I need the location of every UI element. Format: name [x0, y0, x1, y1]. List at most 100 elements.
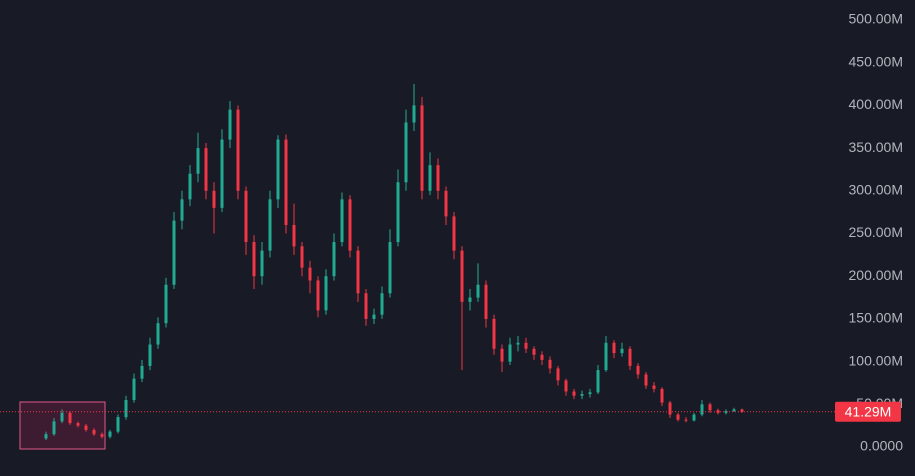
candle-body [652, 385, 656, 389]
candle-body [668, 402, 672, 415]
candle-body [492, 318, 496, 349]
candle-body [276, 139, 280, 200]
candle-body [324, 276, 328, 311]
y-tick-label: 200.00M [849, 267, 903, 283]
candle-body [380, 293, 384, 315]
candle-body [196, 148, 200, 174]
y-tick-label: 100.00M [849, 352, 903, 368]
candle-body [68, 412, 72, 424]
candle-body [476, 284, 480, 298]
candle-body [92, 429, 96, 435]
candle-body [300, 246, 304, 268]
candle-body [628, 348, 632, 366]
candle-body [348, 199, 352, 251]
candle-body [532, 348, 536, 355]
candle-body [260, 250, 264, 277]
candle-body [172, 220, 176, 285]
candle-body [588, 392, 592, 395]
candle-body [420, 105, 424, 191]
candle-body [292, 224, 296, 247]
candle-body [444, 190, 448, 217]
candle-body [340, 199, 344, 243]
candle-body [316, 280, 320, 311]
candle-body [372, 314, 376, 319]
y-tick-label: 500.00M [849, 11, 903, 27]
candle-body [124, 400, 128, 418]
candle-body [452, 216, 456, 251]
candle-body [524, 342, 528, 349]
candle-body [84, 425, 88, 430]
candle-body [228, 109, 232, 140]
candle-body [404, 122, 408, 183]
candle-body [332, 242, 336, 277]
candle-body [676, 414, 680, 420]
candle-body [156, 323, 160, 345]
candle-body [516, 342, 520, 345]
candle-body [556, 368, 560, 381]
candle-body [396, 182, 400, 243]
candle-body [572, 391, 576, 396]
candle-body [140, 365, 144, 379]
candle-body [108, 431, 112, 437]
candle-body [204, 148, 208, 191]
candle-body [500, 348, 504, 362]
candle-body [252, 242, 256, 277]
candle-body [540, 354, 544, 360]
candle-body [644, 374, 648, 386]
candle-body [60, 412, 64, 422]
candle-body [692, 414, 696, 421]
y-tick-label: 250.00M [849, 224, 903, 240]
candle-body [508, 344, 512, 362]
candle-body [428, 165, 432, 191]
candle-body [116, 417, 120, 432]
candle-body [244, 190, 248, 243]
candle-body [52, 421, 56, 435]
candle-body [732, 409, 736, 412]
price-label: 41.29M [845, 403, 892, 419]
candle-body [684, 419, 688, 421]
y-tick-label: 0.0000 [860, 438, 903, 454]
y-tick-label: 350.00M [849, 139, 903, 155]
price-label-box [835, 401, 901, 422]
candle-body [436, 165, 440, 191]
candle-body [620, 348, 624, 354]
candle-body [740, 409, 744, 412]
candle-body [580, 394, 584, 396]
candle-body [636, 365, 640, 375]
y-tick-label: 400.00M [849, 96, 903, 112]
candle-body [212, 190, 216, 208]
candle-body [596, 370, 600, 393]
candle-body [356, 250, 360, 294]
candle-body [180, 199, 184, 221]
y-tick-label: 150.00M [849, 310, 903, 326]
candle-body [548, 359, 552, 369]
candle-body [44, 434, 48, 439]
candle-body [660, 388, 664, 403]
candle-body [564, 380, 568, 392]
candle-body [388, 242, 392, 294]
candle-body [100, 434, 104, 437]
candle-body [308, 267, 312, 281]
candle-body [412, 105, 416, 123]
candle-body [700, 404, 704, 415]
candle-body [268, 199, 272, 251]
candle-body [76, 423, 80, 426]
candle-body [188, 173, 192, 200]
candle-body [164, 284, 168, 324]
candle-body [132, 378, 136, 401]
candle-body [284, 139, 288, 225]
candle-body [612, 342, 616, 354]
candle-body [236, 109, 240, 191]
candle-body [460, 250, 464, 302]
candle-body [604, 342, 608, 371]
y-tick-label: 300.00M [849, 182, 903, 198]
candle-body [468, 297, 472, 302]
candle-body [220, 139, 224, 208]
candle-body [708, 404, 712, 411]
y-tick-label: 450.00M [849, 53, 903, 69]
candle-body [484, 284, 488, 319]
candle-body [148, 344, 152, 366]
